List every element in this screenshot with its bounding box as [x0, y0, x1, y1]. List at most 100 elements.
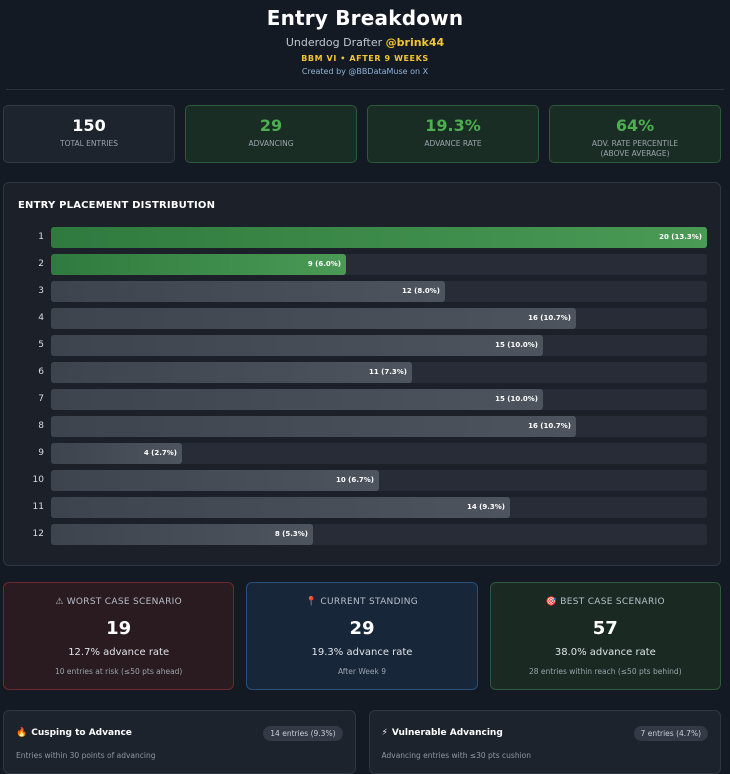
- worst-case-rate: 12.7% advance rate: [68, 647, 170, 658]
- current-standing-title: CURRENT STANDING: [320, 597, 419, 607]
- warning-icon: ⚠: [55, 597, 64, 607]
- stat-value: 29: [259, 116, 283, 135]
- vulnerable-title: Vulnerable Advancing: [391, 728, 503, 738]
- lightning-icon: ⚡: [381, 728, 388, 738]
- target-icon: 🎯: [545, 597, 558, 607]
- bar-value-label: 15 (10.0%): [495, 395, 538, 403]
- worst-case-heading: ⚠ WORST CASE SCENARIO: [4, 597, 233, 607]
- bar-value-label: 4 (2.7%): [143, 449, 177, 457]
- bar: 14 (9.3%): [51, 497, 510, 518]
- bar-category-label: 8: [38, 421, 44, 431]
- bar-track: 9 (6.0%): [51, 254, 707, 275]
- worst-case-card: ⚠ WORST CASE SCENARIO 19 12.7% advance ra…: [3, 582, 235, 690]
- current-standing-note: After Week 9: [337, 667, 387, 676]
- bar-row: 5 15 (10.0%): [4, 335, 722, 356]
- bar: 12 (8.0%): [51, 281, 445, 302]
- worst-case-title: WORST CASE SCENARIO: [66, 597, 182, 607]
- bar-value-label: 16 (10.7%): [528, 314, 571, 322]
- bar-category-label: 1: [38, 232, 44, 242]
- best-case-card: 🎯 BEST CASE SCENARIO 57 38.0% advance rat…: [489, 582, 721, 690]
- bar-value-label: 11 (7.3%): [369, 368, 407, 376]
- bar-row: 9 4 (2.7%): [4, 443, 722, 464]
- bar-value-label: 15 (10.0%): [495, 341, 538, 349]
- stat-percentile: 64% ADV. RATE PERCENTILE (ABOVE AVERAGE): [549, 105, 721, 163]
- bar: 16 (10.7%): [51, 416, 576, 437]
- current-standing-card: 📍 CURRENT STANDING 29 19.3% advance rate …: [246, 582, 478, 690]
- bar: 9 (6.0%): [51, 254, 346, 275]
- drafter-prefix: Underdog Drafter: [285, 36, 383, 49]
- bar: 11 (7.3%): [51, 362, 412, 383]
- scenarios-row: ⚠ WORST CASE SCENARIO 19 12.7% advance ra…: [3, 582, 721, 690]
- stats-row: 150 TOTAL ENTRIES 29 ADVANCING 19.3% ADV…: [3, 105, 721, 163]
- bar: 8 (5.3%): [51, 524, 313, 545]
- bar-category-label: 6: [38, 367, 44, 377]
- bar-track: 12 (8.0%): [51, 281, 707, 302]
- best-case-rate: 38.0% advance rate: [554, 647, 656, 658]
- bar-row: 2 9 (6.0%): [4, 254, 722, 275]
- cusping-badge: 14 entries (9.3%): [263, 726, 343, 741]
- bar-category-label: 5: [38, 340, 44, 350]
- bar-track: 14 (9.3%): [51, 497, 707, 518]
- bar-category-label: 12: [32, 529, 44, 539]
- bar: 4 (2.7%): [51, 443, 182, 464]
- page-title: Entry Breakdown: [266, 6, 464, 30]
- bar-category-label: 9: [38, 448, 44, 458]
- cusping-card: 🔥 Cusping to Advance 14 entries (9.3%) En…: [3, 710, 356, 774]
- cusping-title: Cusping to Advance: [31, 728, 132, 738]
- stat-value: 19.3%: [425, 116, 481, 135]
- bar: 16 (10.7%): [51, 308, 576, 329]
- vulnerable-card: ⚡ Vulnerable Advancing 7 entries (4.7%) A…: [368, 710, 721, 774]
- vulnerable-title-line: ⚡ Vulnerable Advancing: [382, 728, 503, 738]
- bar-category-label: 2: [38, 259, 44, 269]
- bar-row: 11 14 (9.3%): [4, 497, 722, 518]
- bar-row: 10 10 (6.7%): [4, 470, 722, 491]
- best-case-title: BEST CASE SCENARIO: [560, 597, 665, 607]
- bar-track: 15 (10.0%): [51, 335, 707, 356]
- current-standing-rate: 19.3% advance rate: [311, 647, 413, 658]
- credit-line: Created by @BBDataMuse on X: [301, 67, 429, 76]
- footer-row: 🔥 Cusping to Advance 14 entries (9.3%) En…: [3, 710, 721, 774]
- drafter-handle: @brink44: [385, 36, 445, 49]
- bar-row: 6 11 (7.3%): [4, 362, 722, 383]
- pin-icon: 📍: [305, 597, 318, 607]
- current-standing-heading: 📍 CURRENT STANDING: [247, 597, 476, 607]
- bar-row: 3 12 (8.0%): [4, 281, 722, 302]
- bar-track: 11 (7.3%): [51, 362, 707, 383]
- stat-label: ADV. RATE PERCENTILE (ABOVE AVERAGE): [591, 139, 679, 158]
- stat-value: 150: [72, 116, 106, 135]
- bar: 15 (10.0%): [51, 389, 543, 410]
- best-case-note: 28 entries within reach (≤50 pts behind): [529, 667, 682, 676]
- bar-value-label: 10 (6.7%): [336, 476, 374, 484]
- drafter-line: Underdog Drafter @brink44: [6, 36, 724, 49]
- bar-category-label: 7: [38, 394, 44, 404]
- worst-case-note: 10 entries at risk (≤50 pts ahead): [54, 667, 183, 676]
- fire-icon: 🔥: [16, 728, 28, 738]
- bar-row: 7 15 (10.0%): [4, 389, 722, 410]
- vulnerable-badge: 7 entries (4.7%): [633, 726, 708, 741]
- bar-track: 15 (10.0%): [51, 389, 707, 410]
- bar-value-label: 20 (13.3%): [659, 233, 702, 241]
- stat-label: TOTAL ENTRIES: [59, 139, 119, 148]
- bar-category-label: 11: [32, 502, 44, 512]
- current-standing-value: 29: [349, 618, 375, 639]
- bar-value-label: 8 (5.3%): [274, 530, 308, 538]
- bar-value-label: 12 (8.0%): [402, 287, 440, 295]
- stat-advancing: 29 ADVANCING: [185, 105, 357, 163]
- bar-track: 4 (2.7%): [51, 443, 707, 464]
- cusping-title-line: 🔥 Cusping to Advance: [16, 728, 132, 738]
- vulnerable-description: Advancing entries with ≤30 pts cushion: [381, 751, 532, 760]
- worst-case-value: 19: [106, 618, 132, 639]
- stat-advance-rate: 19.3% ADVANCE RATE: [367, 105, 539, 163]
- bar: 20 (13.3%): [51, 227, 707, 248]
- bar-track: 16 (10.7%): [51, 308, 707, 329]
- bar: 15 (10.0%): [51, 335, 543, 356]
- bar-row: 4 16 (10.7%): [4, 308, 722, 329]
- bar-row: 1 20 (13.3%): [4, 227, 722, 248]
- bar-track: 10 (6.7%): [51, 470, 707, 491]
- bar-track: 16 (10.7%): [51, 416, 707, 437]
- bar-category-label: 3: [38, 286, 44, 296]
- bar: 10 (6.7%): [51, 470, 379, 491]
- page-header: Entry Breakdown Underdog Drafter @brink4…: [6, 0, 724, 90]
- stat-label: ADVANCE RATE: [424, 139, 482, 148]
- stat-label: ADVANCING: [248, 139, 294, 148]
